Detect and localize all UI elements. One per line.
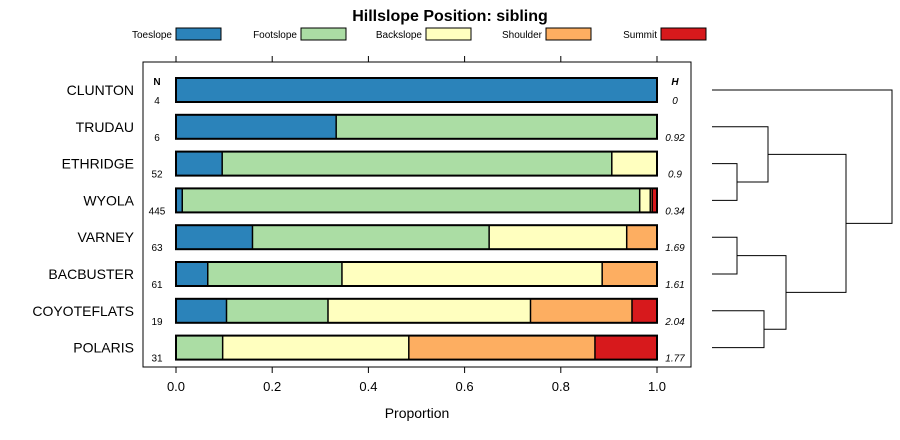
n-value: 31 xyxy=(151,354,163,365)
x-tick-label: 0.2 xyxy=(263,379,281,394)
n-value: 4 xyxy=(154,96,160,107)
bar-segment xyxy=(611,151,657,176)
bar-outline xyxy=(175,224,658,251)
bar-outline xyxy=(175,261,658,287)
bar-outline xyxy=(175,334,658,361)
x-tick-label: 0.6 xyxy=(456,379,474,394)
legend-label: Footslope xyxy=(253,30,297,41)
h-value: 1.77 xyxy=(665,354,685,365)
h-value: 1.61 xyxy=(665,280,684,291)
bar-segment xyxy=(626,225,657,250)
dendrogram-branch xyxy=(768,153,847,293)
bar-outline xyxy=(175,150,658,177)
bar-segment xyxy=(176,151,223,176)
h-value: 0.34 xyxy=(665,206,685,217)
h-header: H xyxy=(671,77,679,88)
bar-segment xyxy=(652,188,657,213)
legend-swatch xyxy=(425,27,472,41)
bar-segment xyxy=(222,151,612,176)
x-tick-label: 0.0 xyxy=(167,379,185,394)
h-value: 1.69 xyxy=(665,243,685,254)
x-axis: 0.0 0.2 0.4 0.6 0.8 1.0 xyxy=(167,56,666,394)
bar-outline xyxy=(175,77,658,103)
dendrogram-branch xyxy=(712,310,765,349)
bar-segment xyxy=(327,298,531,323)
bar-segment xyxy=(176,188,183,213)
bar-segment xyxy=(176,298,227,323)
bar-segment xyxy=(176,78,657,102)
bar-segment xyxy=(341,262,603,286)
h-value: 2.04 xyxy=(664,317,685,328)
legend-swatch xyxy=(660,27,707,41)
x-tick-label: 0.4 xyxy=(359,379,377,394)
h-labels: 0 0.92 0.9 0.34 1.69 1.61 2.04 1.77 xyxy=(664,96,685,365)
bar-outline xyxy=(175,297,658,324)
chart-title: Hillslope Position: sibling xyxy=(352,8,548,25)
bar-segment xyxy=(176,262,208,286)
category-label: BACBUSTER xyxy=(48,266,134,282)
category-label: ETHRIDGE xyxy=(62,156,134,172)
dendrogram-branch xyxy=(712,163,738,201)
bar-segment xyxy=(176,335,223,360)
bar-segment xyxy=(489,225,627,250)
n-value: 61 xyxy=(151,280,163,291)
legend-label: Toeslope xyxy=(132,30,172,41)
bar-segment xyxy=(182,188,640,213)
dendrogram-branch xyxy=(712,89,893,224)
bar-segment xyxy=(222,335,409,360)
h-value: 0.92 xyxy=(665,133,685,144)
category-label: COYOTEFLATS xyxy=(32,303,134,319)
n-header: N xyxy=(153,77,160,88)
bar-outline xyxy=(175,187,658,214)
bar-segment xyxy=(336,114,657,139)
bar-segment xyxy=(631,298,657,323)
bar-segment xyxy=(594,335,657,360)
bar-segment xyxy=(530,298,632,323)
n-value: 6 xyxy=(154,133,160,144)
bar-segment xyxy=(176,114,337,139)
h-value: 0.9 xyxy=(668,170,682,181)
h-value: 0 xyxy=(672,96,678,107)
x-tick-label: 0.8 xyxy=(552,379,570,394)
n-value: 19 xyxy=(151,317,163,328)
legend: Toeslope Footslope Backslope Shoulder Summit xyxy=(132,27,707,41)
bars xyxy=(175,77,658,361)
bar-segment xyxy=(602,262,657,286)
bar-outline xyxy=(175,113,658,140)
legend-swatch xyxy=(175,27,222,41)
legend-label: Summit xyxy=(623,30,657,41)
bar-segment xyxy=(226,298,328,323)
x-axis-label: Proportion xyxy=(385,405,450,421)
legend-swatch xyxy=(300,27,347,41)
n-labels: 4 6 52 445 63 61 19 31 xyxy=(149,96,166,365)
category-label: VARNEY xyxy=(77,229,134,245)
category-labels: CLUNTON TRUDAU ETHRIDGE WYOLA VARNEY BACBUSTE… xyxy=(32,82,134,356)
legend-swatch xyxy=(545,27,592,41)
category-label: WYOLA xyxy=(83,192,134,208)
bar-segment xyxy=(207,262,342,286)
plot-frame xyxy=(142,61,692,368)
bar-segment xyxy=(176,225,253,250)
category-label: POLARIS xyxy=(73,340,134,356)
dendrogram-branch xyxy=(712,126,769,183)
dendrogram-branch xyxy=(712,236,738,275)
legend-label: Backslope xyxy=(376,30,423,41)
bar-segment xyxy=(408,335,595,360)
n-value: 445 xyxy=(149,206,166,217)
category-label: TRUDAU xyxy=(76,119,134,135)
n-value: 52 xyxy=(151,170,163,181)
bar-segment xyxy=(639,188,651,213)
legend-label: Shoulder xyxy=(502,30,543,41)
n-value: 63 xyxy=(151,243,163,254)
bar-segment xyxy=(650,188,653,213)
x-tick-label: 1.0 xyxy=(648,379,666,394)
dendrogram xyxy=(712,89,893,349)
bar-segment xyxy=(252,225,490,250)
category-label: CLUNTON xyxy=(67,82,134,98)
dendrogram-branch xyxy=(737,255,787,330)
